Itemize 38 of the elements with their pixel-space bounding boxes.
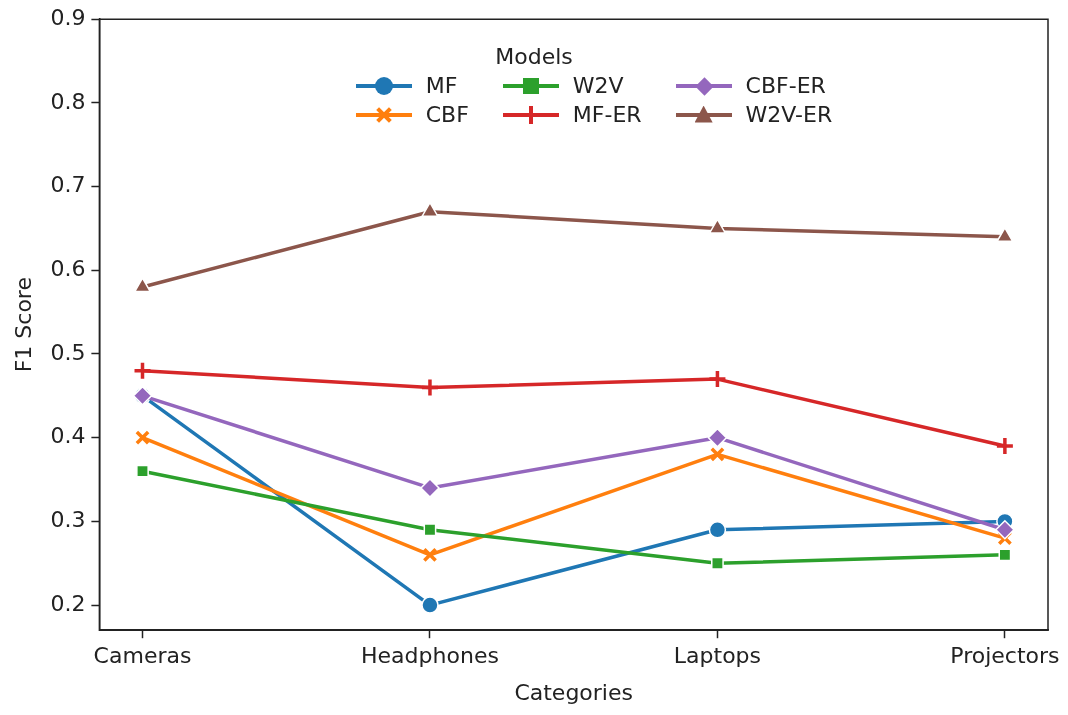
- y-tick-label: 0.7: [50, 172, 86, 198]
- x-tick-label: Projectors: [950, 643, 1060, 669]
- point: [422, 547, 438, 563]
- x-axis-title: Categories: [514, 679, 633, 705]
- y-tick-label: 0.2: [50, 590, 86, 616]
- point: [423, 523, 437, 537]
- point: [711, 556, 724, 570]
- x-tick-label: Laptops: [673, 643, 762, 669]
- point: [132, 360, 153, 381]
- legend-label: W2V-ER: [745, 102, 833, 127]
- point: [998, 548, 1012, 562]
- point: [707, 369, 728, 389]
- point: [421, 596, 439, 614]
- point: [707, 427, 728, 448]
- x-tick-label: Headphones: [361, 643, 499, 669]
- legend-label: MF-ER: [572, 102, 642, 127]
- y-tick-label: 0.9: [50, 4, 86, 30]
- y-tick-label: 0.5: [50, 339, 86, 365]
- legend-label: W2V: [572, 73, 624, 98]
- y-axis-title: F1 Score: [10, 277, 36, 373]
- point: [136, 464, 149, 478]
- y-tick-label: 0.4: [50, 423, 86, 449]
- legend-label: CBF-ER: [745, 73, 826, 98]
- x-tick-label: Cameras: [93, 643, 192, 669]
- point: [420, 377, 440, 398]
- point: [995, 436, 1015, 456]
- y-tick-label: 0.8: [50, 88, 86, 114]
- point: [420, 478, 440, 498]
- point: [995, 520, 1015, 540]
- y-tick-label: 0.3: [50, 507, 86, 533]
- legend-title: Models: [495, 44, 573, 69]
- point: [710, 447, 725, 462]
- legend-label: MF: [425, 73, 458, 98]
- y-tick-label: 0.6: [50, 256, 86, 282]
- legend-label: CBF: [425, 102, 469, 127]
- point: [135, 430, 150, 446]
- point: [708, 521, 727, 539]
- point: [996, 227, 1014, 243]
